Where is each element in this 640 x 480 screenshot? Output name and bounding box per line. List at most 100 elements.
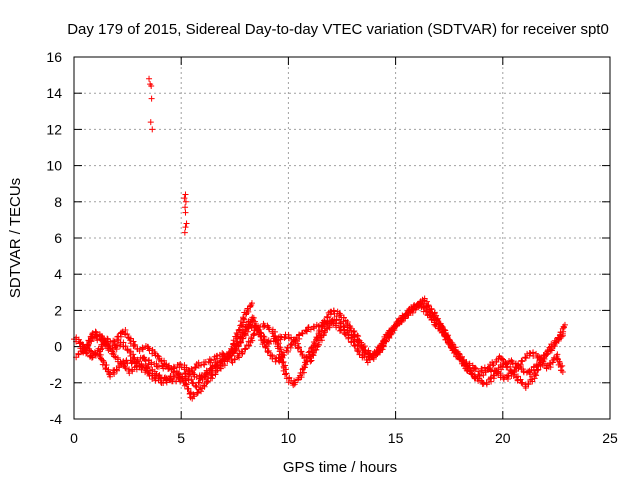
data-point-track-d (558, 367, 565, 374)
data-point-track-d (437, 323, 444, 330)
data-point-track-d (182, 375, 189, 382)
data-point-track-d (472, 364, 479, 371)
plot-frame (73, 56, 611, 420)
data-point-track-a (248, 300, 255, 307)
data-point-track-c (139, 346, 146, 353)
data-point-track-d (492, 367, 499, 374)
data-point-track-b (326, 324, 333, 331)
x-tick-label: 10 (281, 430, 297, 446)
data-point-track-d (481, 364, 488, 371)
data-point-track-c (229, 359, 236, 366)
data-point-track-d (195, 379, 202, 386)
data-point-track-d (252, 322, 259, 329)
data-point-outliers (148, 82, 155, 89)
data-point-track-b (113, 346, 120, 353)
data-point-track-c (182, 371, 189, 378)
data-point-track-d (351, 342, 358, 349)
data-point-track-b (238, 339, 245, 346)
data-point-track-b (490, 372, 497, 379)
data-point-track-d (504, 375, 511, 382)
data-point-track-d (355, 348, 362, 355)
data-point-track-c (294, 376, 301, 383)
data-point-track-d (188, 376, 195, 383)
data-point-track-c (239, 349, 246, 356)
data-point-track-d (269, 355, 276, 362)
data-point-track-d (99, 334, 106, 341)
data-point-track-c (211, 356, 218, 363)
data-point-track-b (184, 386, 191, 393)
data-point-track-d (276, 358, 283, 365)
data-point-track-d (261, 339, 268, 346)
data-point-track-d (487, 364, 494, 371)
data-point-outliers (147, 119, 154, 126)
data-point-track-c (132, 342, 139, 349)
data-point-track-c (127, 337, 134, 344)
y-axis-label: SDTVAR / TECUs (7, 178, 24, 298)
data-point-track-d (250, 314, 257, 321)
data-point-track-a (103, 361, 110, 368)
data-point-track-b (198, 388, 205, 395)
data-point-track-d (134, 362, 141, 369)
data-point-track-a (114, 367, 121, 374)
data-point-track-a (244, 307, 251, 314)
data-point-track-d (93, 329, 100, 336)
data-point-track-d (208, 365, 215, 372)
y-tick-label: -2 (50, 375, 63, 391)
data-point-track-d (133, 363, 140, 370)
data-point-track-d (85, 337, 92, 344)
data-point-track-d (320, 321, 327, 328)
data-point-track-d (298, 329, 305, 336)
data-point-track-a (76, 340, 83, 347)
data-point-track-a (236, 326, 243, 333)
data-point-track-d (254, 327, 261, 334)
data-point-track-a (100, 359, 107, 366)
data-point-track-d (351, 343, 358, 350)
data-point-track-d (144, 363, 151, 370)
data-point-track-d (235, 343, 242, 350)
data-point-outliers (146, 75, 153, 82)
data-point-track-d (394, 322, 401, 329)
data-point-track-d (185, 377, 192, 384)
data-point-track-d (386, 328, 393, 335)
data-point-track-c (241, 346, 248, 353)
data-point-track-d (361, 353, 368, 360)
data-point-track-d (232, 347, 239, 354)
data-point-track-d (204, 369, 211, 376)
data-point-track-b (508, 357, 515, 364)
x-tick-label: 5 (177, 430, 185, 446)
data-point-track-d (440, 328, 447, 335)
data-point-track-b (295, 344, 302, 351)
y-tick-label: 4 (54, 266, 62, 282)
data-point-track-d (342, 331, 349, 338)
data-point-track-b (298, 348, 305, 355)
data-point-track-d (522, 354, 529, 361)
data-point-track-a (239, 323, 246, 330)
data-point-track-c (124, 331, 131, 338)
data-point-track-d (299, 330, 306, 337)
data-point-track-b (114, 342, 121, 349)
data-point-track-d (287, 341, 294, 348)
data-point-track-c (282, 362, 289, 369)
data-point-track-c (534, 367, 541, 374)
data-point-track-a (145, 360, 152, 367)
data-point-track-b (480, 380, 487, 387)
data-point-track-c (534, 366, 541, 373)
data-point-track-d (243, 326, 250, 333)
data-point-outliers (182, 191, 189, 198)
data-point-track-d (303, 328, 310, 335)
data-point-track-c (192, 364, 199, 371)
data-point-track-d (168, 375, 175, 382)
y-tick-label: 10 (46, 158, 62, 174)
data-point-track-d (156, 372, 163, 379)
data-point-track-d (217, 359, 224, 366)
x-axis-label: GPS time / hours (283, 459, 397, 476)
data-point-track-c (379, 346, 386, 353)
data-point-track-a (234, 331, 241, 338)
data-point-track-c (282, 371, 289, 378)
data-point-track-d (366, 356, 373, 363)
data-point-outliers (148, 95, 155, 102)
data-point-track-d (122, 365, 129, 372)
data-point-track-d (192, 382, 199, 389)
data-point-track-c (472, 375, 479, 382)
data-point-track-a (177, 360, 184, 367)
